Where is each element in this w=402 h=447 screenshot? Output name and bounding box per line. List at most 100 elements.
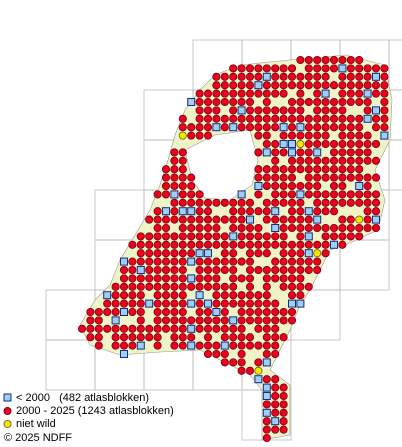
red-dot (220, 198, 229, 207)
square-marker (304, 207, 313, 216)
red-dot (279, 274, 288, 283)
red-dot (338, 232, 347, 241)
red-dot (262, 375, 271, 384)
red-dot (145, 274, 154, 283)
credit: © 2025 NDFF (4, 432, 72, 444)
red-dot (220, 333, 229, 342)
red-dot (262, 198, 271, 207)
red-dot (363, 173, 372, 182)
red-dot (329, 156, 339, 165)
red-dot (254, 64, 263, 73)
red-dot (304, 165, 313, 174)
red-dot (296, 291, 305, 300)
red-dot (86, 316, 95, 325)
red-dot (203, 282, 213, 291)
square-marker (187, 324, 196, 333)
red-dot (187, 232, 196, 241)
red-dot (237, 198, 246, 207)
red-dot (271, 156, 280, 165)
red-dot (313, 106, 322, 115)
red-dot (254, 89, 263, 98)
red-dot (363, 81, 372, 90)
red-dot (287, 165, 297, 174)
red-dot (346, 173, 355, 182)
red-dot (363, 207, 372, 216)
red-dot (170, 333, 179, 342)
red-dot (195, 282, 204, 291)
red-dot (229, 81, 238, 90)
red-dot (237, 349, 246, 359)
red-dot (111, 333, 120, 342)
red-dot (346, 123, 355, 132)
red-dot (279, 425, 288, 434)
red-dot (346, 198, 355, 207)
square-marker (288, 299, 296, 308)
red-dot (287, 207, 297, 216)
red-dot (304, 97, 313, 107)
red-dot (153, 274, 162, 283)
red-dot (178, 190, 187, 199)
red-dot (245, 307, 255, 317)
red-dot (355, 72, 364, 81)
red-dot (380, 123, 389, 132)
red-dot (161, 307, 171, 317)
red-dot (380, 64, 389, 73)
red-dot (170, 257, 179, 266)
red-dot (195, 307, 204, 317)
red-dot (178, 257, 187, 266)
red-dot (128, 291, 137, 300)
red-dot (271, 123, 280, 132)
red-dot (321, 106, 330, 115)
square-marker (120, 257, 128, 266)
red-dot (128, 341, 137, 350)
square-marker (195, 291, 204, 300)
red-dot (245, 207, 255, 216)
red-dot (245, 81, 255, 90)
red-dot (145, 257, 154, 266)
red-dot (195, 341, 204, 350)
red-dot (279, 81, 288, 90)
red-dot (279, 223, 288, 233)
red-dot (229, 324, 238, 333)
square-marker (262, 383, 271, 392)
red-dot (237, 114, 246, 123)
red-dot (145, 240, 154, 249)
red-dot (287, 106, 297, 115)
red-dot (153, 207, 162, 216)
red-dot (262, 232, 271, 241)
red-dot (245, 123, 255, 132)
red-dot (203, 106, 213, 115)
red-dot (212, 198, 221, 207)
square-marker (262, 408, 271, 417)
red-dot (338, 240, 347, 249)
red-dot (161, 316, 171, 325)
red-dot (313, 190, 322, 199)
red-dot (153, 265, 162, 275)
red-dot (119, 341, 129, 350)
red-dot (338, 131, 347, 140)
red-dot (212, 240, 221, 249)
red-dot (203, 114, 213, 123)
red-dot (203, 316, 213, 325)
red-dot (287, 223, 297, 233)
red-dot (178, 333, 187, 342)
red-dot (279, 249, 288, 258)
red-dot (245, 106, 255, 115)
red-dot (128, 282, 137, 291)
red-dot (271, 165, 280, 174)
red-dot (271, 391, 280, 401)
red-dot (119, 274, 129, 283)
red-dot (187, 173, 196, 182)
red-dot (271, 232, 280, 241)
red-dot (195, 223, 204, 233)
red-dot (313, 198, 322, 207)
red-dot (321, 190, 330, 199)
red-dot (313, 265, 322, 275)
red-dot (346, 55, 355, 65)
square-marker (254, 81, 263, 90)
square-marker (187, 257, 196, 266)
red-dot (304, 148, 313, 157)
red-dot (271, 181, 280, 191)
red-dot (262, 240, 271, 249)
red-dot (245, 114, 255, 123)
